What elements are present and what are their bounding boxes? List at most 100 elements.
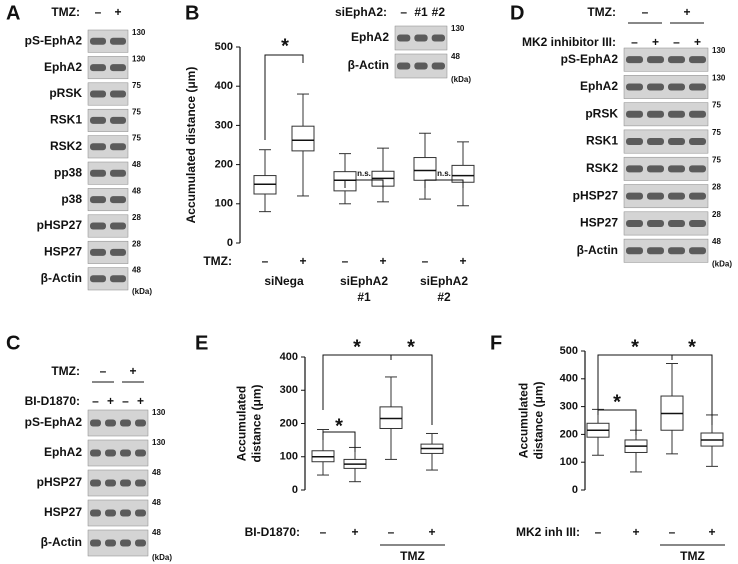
panel-letter: D <box>510 2 524 24</box>
significance: n.s. <box>437 169 451 178</box>
group-label: #2 <box>437 290 451 304</box>
blot-label: pHSP27 <box>37 475 83 489</box>
box <box>413 157 437 181</box>
blot-band <box>647 192 664 200</box>
blot-band <box>135 539 146 547</box>
blot-band <box>90 64 106 72</box>
blot-band <box>90 248 106 256</box>
mw-marker: 130 <box>712 46 726 55</box>
mw-marker: 75 <box>712 155 721 164</box>
blot-band <box>90 169 106 177</box>
blot-band <box>105 539 116 547</box>
blot-label: HSP27 <box>44 245 82 259</box>
y-axis-label: distance (μm) <box>250 384 264 462</box>
y-axis-label: Accumulated <box>235 386 249 461</box>
blot-strip <box>623 47 709 72</box>
mw-marker: 75 <box>132 81 141 90</box>
blot-band <box>90 143 106 151</box>
mw-marker: 130 <box>132 55 146 64</box>
category-label: + <box>459 254 466 268</box>
blot-strip <box>87 267 129 291</box>
condition-label: MK2 inhibitor III: <box>522 35 616 49</box>
blot-label: EphA2 <box>44 445 82 459</box>
condition-level: + <box>129 364 136 378</box>
blot-band <box>668 192 685 200</box>
blot-band <box>90 419 101 427</box>
blot-band <box>626 138 643 146</box>
significance: * <box>281 35 289 57</box>
blot-band <box>689 165 706 173</box>
y-tick-label: 200 <box>280 417 298 429</box>
condition-level: – <box>95 5 102 19</box>
significance: * <box>631 336 639 358</box>
panel-letter: F <box>490 332 502 354</box>
mw-marker: 48 <box>132 160 141 169</box>
condition-level: + <box>114 5 121 19</box>
blot-band <box>90 449 101 457</box>
mw-marker: 130 <box>152 438 166 447</box>
bracket <box>322 354 392 410</box>
mw-marker: 48 <box>451 52 460 61</box>
blot-band <box>90 222 106 230</box>
blot-band <box>689 56 706 64</box>
blot-label: EphA2 <box>351 30 389 44</box>
condition-level: + <box>694 35 701 49</box>
blot-band <box>90 539 101 547</box>
condition-level: + <box>683 5 690 19</box>
blot-strip <box>623 184 709 209</box>
y-tick-label: 400 <box>280 351 298 363</box>
group-label: siEphA2 <box>420 274 468 288</box>
blot-label: β-Actin <box>348 58 389 72</box>
blot-label: RSK1 <box>50 113 82 127</box>
bracket <box>597 409 637 435</box>
blot-label: HSP27 <box>44 505 82 519</box>
panel-letter: B <box>185 2 199 24</box>
mw-unit: (kDa) <box>712 260 732 269</box>
blot-band <box>135 449 146 457</box>
blot-band <box>110 196 126 204</box>
y-axis-label: Accumulated distance (μm) <box>184 67 198 224</box>
blot-band <box>431 34 445 42</box>
bracket <box>344 179 384 188</box>
blot-band <box>647 110 664 118</box>
blot-band <box>110 143 126 151</box>
blot-strip <box>623 156 709 181</box>
blot-strip <box>87 188 129 212</box>
blot-band <box>647 247 664 255</box>
condition-level: – <box>92 394 99 408</box>
category-label: – <box>422 254 429 268</box>
condition-level: – <box>122 394 129 408</box>
blot-label: β-Actin <box>41 535 82 549</box>
blot-band <box>120 419 131 427</box>
blot-strip <box>87 161 129 185</box>
blot-strip <box>87 214 129 238</box>
blot-label: pS-EphA2 <box>25 415 83 429</box>
condition-level: – <box>400 5 407 19</box>
group-label: siEphA2 <box>340 274 388 288</box>
condition-level: – <box>631 35 638 49</box>
y-tick-label: 0 <box>292 484 298 496</box>
category-label: – <box>669 525 676 539</box>
blot-band <box>105 419 116 427</box>
y-tick-label: 0 <box>572 484 578 496</box>
blot-band <box>135 509 146 517</box>
blot-band <box>135 479 146 487</box>
blot-band <box>668 83 685 91</box>
y-tick-label: 100 <box>215 198 233 210</box>
blot-band <box>414 34 428 42</box>
blot-band <box>689 110 706 118</box>
blot-band <box>689 138 706 146</box>
condition-level: + <box>652 35 659 49</box>
y-axis-label: distance (μm) <box>532 381 546 459</box>
blot-band <box>668 110 685 118</box>
blot-band <box>90 275 106 283</box>
blot-band <box>668 219 685 227</box>
mw-marker: 28 <box>712 183 721 192</box>
panel-letter: E <box>195 332 208 354</box>
mw-marker: 48 <box>132 266 141 275</box>
group-label: #1 <box>357 290 371 304</box>
blot-band <box>105 479 116 487</box>
category-label: – <box>388 525 395 539</box>
factor-label: TMZ: <box>203 254 232 268</box>
blot-label: pS-EphA2 <box>561 52 619 66</box>
